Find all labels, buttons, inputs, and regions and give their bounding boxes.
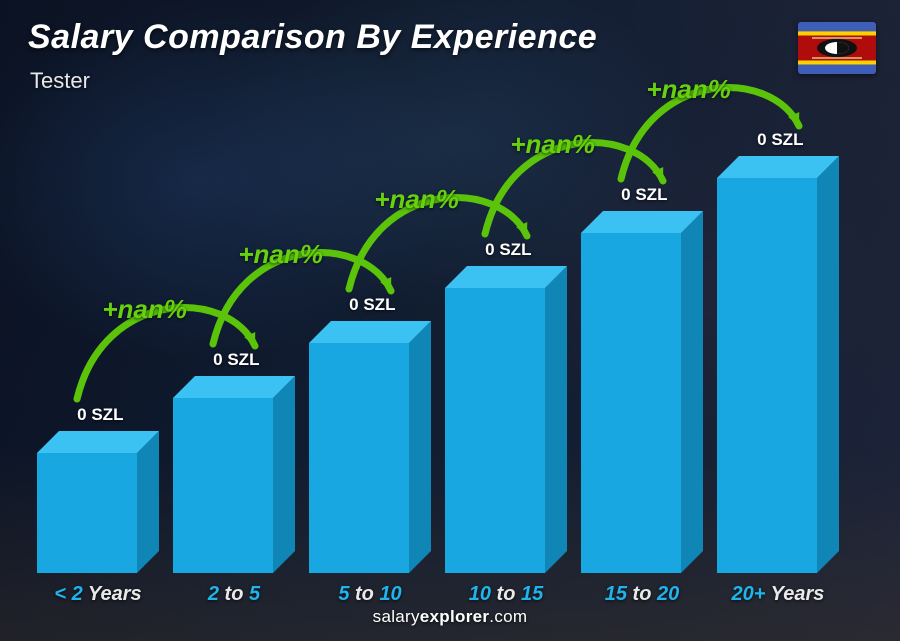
bar bbox=[37, 431, 159, 573]
chart-canvas: Salary Comparison By Experience Tester A… bbox=[0, 0, 900, 641]
category-label: < 2 Years bbox=[30, 583, 166, 606]
category-label: 2 to 5 bbox=[166, 583, 302, 606]
bar-front bbox=[37, 453, 137, 573]
bar-side bbox=[409, 321, 431, 573]
bar-front bbox=[309, 343, 409, 573]
bar bbox=[717, 156, 839, 573]
bar-value-label: 0 SZL bbox=[621, 185, 667, 205]
bar-column: 0 SZL15 to 20 bbox=[574, 113, 710, 573]
footer-brand-trailing: .com bbox=[489, 607, 527, 626]
footer-attribution: salaryexplorer.com bbox=[0, 607, 900, 627]
bar-side bbox=[273, 376, 295, 573]
category-label: 20+ Years bbox=[710, 583, 846, 606]
bar bbox=[581, 211, 703, 573]
bar-value-label: 0 SZL bbox=[349, 295, 395, 315]
bar-front bbox=[581, 233, 681, 573]
category-label: 10 to 15 bbox=[438, 583, 574, 606]
bar-value-label: 0 SZL bbox=[757, 130, 803, 150]
chart-title: Salary Comparison By Experience bbox=[28, 18, 597, 57]
bar-column: 0 SZL10 to 15 bbox=[438, 113, 574, 573]
bar-front bbox=[173, 398, 273, 573]
category-label: 5 to 10 bbox=[302, 583, 438, 606]
bar-column: 0 SZL20+ Years bbox=[710, 113, 846, 573]
bar-side bbox=[137, 431, 159, 573]
chart-subtitle: Tester bbox=[30, 68, 90, 94]
footer-brand-leading: salary bbox=[373, 607, 420, 626]
bar bbox=[445, 266, 567, 573]
bar-value-label: 0 SZL bbox=[485, 240, 531, 260]
bar-front bbox=[445, 288, 545, 573]
bar bbox=[173, 376, 295, 573]
bar-column: 0 SZL2 to 5 bbox=[166, 113, 302, 573]
country-flag-eswatini bbox=[798, 22, 876, 74]
bar bbox=[309, 321, 431, 573]
bar-side bbox=[545, 266, 567, 573]
footer-brand-bold: explorer bbox=[420, 607, 490, 626]
bar-front bbox=[717, 178, 817, 573]
bar-value-label: 0 SZL bbox=[213, 350, 259, 370]
bar-value-label: 0 SZL bbox=[77, 405, 123, 425]
bar-side bbox=[817, 156, 839, 573]
category-label: 15 to 20 bbox=[574, 583, 710, 606]
bar-side bbox=[681, 211, 703, 573]
bar-column: 0 SZL5 to 10 bbox=[302, 113, 438, 573]
flag-svg bbox=[798, 22, 876, 74]
bar-column: 0 SZL< 2 Years bbox=[30, 113, 166, 573]
bar-chart: 0 SZL< 2 Years0 SZL2 to 50 SZL5 to 100 S… bbox=[30, 113, 846, 573]
